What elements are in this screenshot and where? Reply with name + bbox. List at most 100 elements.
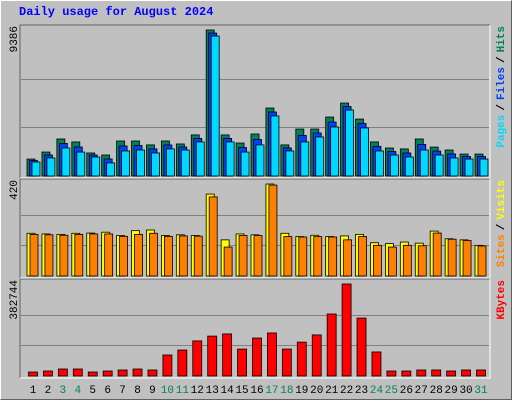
bar bbox=[121, 150, 130, 177]
x-tick-label: 12 bbox=[191, 385, 204, 397]
bar bbox=[300, 141, 310, 177]
x-tick-label: 25 bbox=[385, 385, 398, 397]
bar bbox=[192, 340, 203, 377]
panel-frame bbox=[19, 178, 490, 278]
legend-separator: / bbox=[496, 104, 508, 111]
bar bbox=[330, 126, 340, 177]
bar bbox=[223, 246, 233, 277]
bar bbox=[449, 157, 459, 177]
bar bbox=[253, 235, 263, 277]
bar bbox=[401, 370, 412, 377]
bar bbox=[315, 136, 325, 177]
bar bbox=[356, 317, 367, 377]
bar bbox=[222, 333, 233, 377]
x-tick-label: 5 bbox=[89, 385, 96, 397]
y-tick-label: 420 bbox=[9, 180, 21, 200]
bar bbox=[91, 156, 101, 177]
bar bbox=[151, 152, 160, 177]
bar bbox=[462, 240, 472, 277]
bar bbox=[375, 150, 384, 177]
x-tick-label: 19 bbox=[295, 385, 308, 397]
bar bbox=[447, 238, 457, 277]
y-tick-label: 382744 bbox=[9, 280, 21, 320]
bar bbox=[106, 162, 116, 177]
legend-separator: / bbox=[496, 223, 508, 230]
bar bbox=[328, 236, 338, 277]
bar bbox=[178, 235, 188, 277]
bar bbox=[28, 371, 38, 377]
x-tick-label: 26 bbox=[400, 385, 413, 397]
bar bbox=[404, 156, 414, 177]
bar bbox=[268, 184, 278, 277]
bar bbox=[76, 151, 86, 177]
bar bbox=[59, 234, 69, 277]
x-tick-label: 16 bbox=[250, 385, 263, 397]
legend-separator: / bbox=[496, 56, 508, 63]
x-tick-label: 1 bbox=[30, 385, 37, 397]
bar bbox=[311, 334, 322, 377]
bar bbox=[373, 244, 382, 277]
bar bbox=[371, 351, 382, 377]
x-tick-label: 28 bbox=[430, 385, 443, 397]
bar bbox=[255, 144, 265, 177]
bar bbox=[72, 368, 83, 377]
bar bbox=[283, 236, 293, 277]
bar bbox=[237, 348, 247, 377]
bar bbox=[119, 235, 128, 277]
bar bbox=[252, 337, 262, 377]
x-tick-label: 18 bbox=[280, 385, 293, 397]
bar bbox=[149, 232, 158, 277]
bar bbox=[180, 149, 190, 177]
x-tick-label: 8 bbox=[134, 385, 141, 397]
bar bbox=[61, 147, 71, 177]
bar bbox=[104, 233, 114, 277]
x-tick-label: 6 bbox=[104, 385, 111, 397]
x-tick-label: 7 bbox=[119, 385, 126, 397]
bar bbox=[44, 234, 54, 277]
bar bbox=[193, 235, 203, 277]
x-tick-label: 21 bbox=[325, 385, 339, 397]
x-tick-label: 30 bbox=[459, 385, 472, 397]
bar bbox=[46, 157, 56, 177]
bar bbox=[419, 149, 429, 177]
bar bbox=[416, 369, 427, 377]
legend-entry: KBytes bbox=[496, 280, 508, 320]
legend: KBytes bbox=[496, 280, 508, 320]
panel-frame bbox=[19, 278, 490, 378]
bar bbox=[208, 196, 218, 277]
bar bbox=[417, 245, 427, 277]
bar bbox=[195, 141, 205, 177]
x-tick-label: 9 bbox=[149, 385, 156, 397]
bar bbox=[434, 154, 444, 177]
bar bbox=[177, 349, 188, 377]
bar bbox=[240, 151, 250, 177]
bar bbox=[117, 369, 128, 377]
bar bbox=[432, 232, 442, 277]
bar bbox=[57, 368, 68, 377]
legend-entry: Pages bbox=[496, 115, 508, 148]
bar bbox=[87, 371, 98, 377]
bar bbox=[136, 149, 145, 177]
bar bbox=[402, 244, 412, 277]
x-tick-label: 29 bbox=[445, 385, 458, 397]
bar bbox=[210, 35, 220, 177]
bar bbox=[207, 335, 218, 377]
bar bbox=[270, 115, 280, 177]
x-tick-label: 31 bbox=[474, 385, 488, 397]
bar bbox=[477, 245, 487, 277]
panel-frame bbox=[20, 179, 491, 279]
x-tick-label: 2 bbox=[45, 385, 52, 397]
legend-entry: Sites bbox=[496, 234, 508, 267]
bar bbox=[31, 161, 41, 177]
bar bbox=[476, 369, 486, 377]
bar bbox=[165, 148, 175, 177]
bar bbox=[341, 283, 352, 377]
x-tick-label: 15 bbox=[235, 385, 248, 397]
panel-frame bbox=[20, 279, 491, 379]
bar bbox=[225, 141, 235, 177]
bar bbox=[147, 369, 158, 377]
bar bbox=[298, 236, 308, 277]
